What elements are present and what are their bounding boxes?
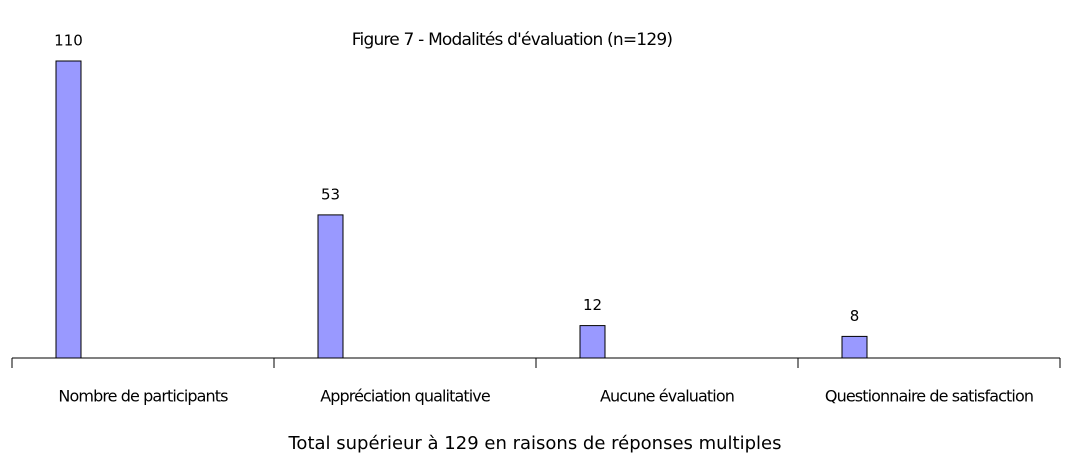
bar: [841, 335, 868, 359]
chart-title: Figure 7 - Modalités d'évaluation (n=129…: [352, 30, 673, 50]
data-label: 8: [850, 307, 860, 325]
data-label: 110: [54, 32, 83, 50]
caption: Total supérieur à 129 en raisons de répo…: [288, 433, 782, 454]
bar: [579, 325, 606, 359]
x-tick-label: Aucune évaluation: [600, 387, 734, 406]
bar: [55, 60, 82, 359]
x-tick-label: Nombre de participants: [58, 387, 228, 406]
x-tick-label: Appréciation qualitative: [320, 387, 490, 406]
x-tick-label: Questionnaire de satisfaction: [825, 387, 1033, 406]
data-label: 53: [321, 185, 340, 203]
data-label: 12: [583, 296, 602, 314]
bar: [317, 214, 344, 359]
